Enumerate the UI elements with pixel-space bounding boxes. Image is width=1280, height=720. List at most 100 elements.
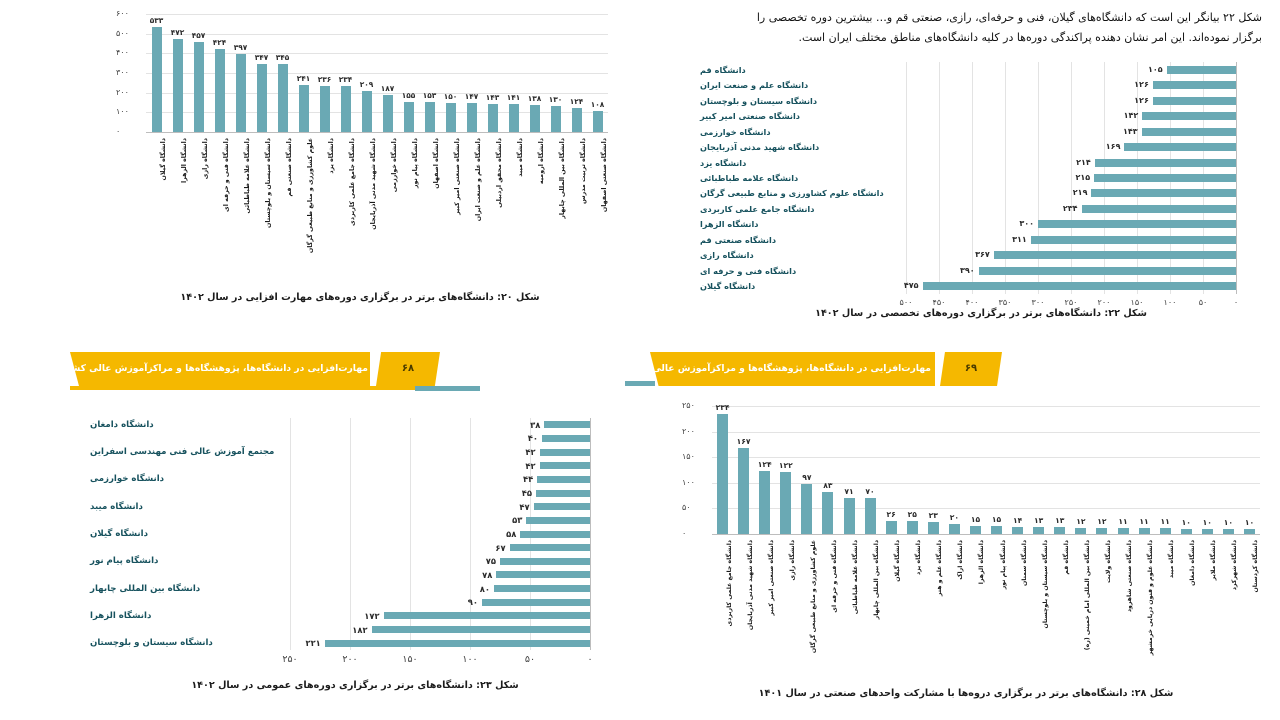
banner-underline: [70, 386, 415, 390]
bar-value-label: ۷۵: [485, 556, 496, 567]
bar-value-label: ۲۳: [928, 511, 938, 521]
bar: [1075, 527, 1087, 534]
bar-value-label: ۱۲۴: [569, 96, 584, 106]
bar: [1117, 528, 1129, 534]
bar-value-label: ۱۰۵: [1148, 64, 1163, 74]
bar-value-label: ۴۵: [521, 488, 532, 499]
y-axis-category-label: دانشگاه پیام نور: [90, 556, 159, 567]
bar-value-label: ۳۰۰: [1019, 219, 1034, 229]
bar-value-label: ۱۴۳: [1122, 126, 1138, 136]
bar: [539, 448, 590, 456]
gridline: [146, 112, 608, 114]
x-axis-line: [712, 534, 1260, 535]
x-axis-tick: ۵۰: [524, 654, 536, 665]
chart-caption: شکل ۲۸: دانشگاه‌های برتر در برگزاری دروه…: [758, 688, 1174, 699]
gridline: [1071, 62, 1072, 294]
bar: [1054, 527, 1066, 534]
bar: [256, 63, 267, 132]
x-axis-tick: ۰: [587, 654, 593, 665]
bar-value-label: ۲۰۹: [359, 79, 374, 89]
bar-value-label: ۲۱۵: [1075, 173, 1091, 182]
bar-value-label: ۷۸: [482, 569, 493, 580]
gridline: [146, 73, 608, 74]
bar: [371, 626, 590, 634]
x-axis-category-label: دانشگاه شهید مدنی آذربایجان: [369, 138, 377, 230]
figure-22-chart: ۰ ۵۰ ۱۰۰ ۱۵۰ ۲۰۰ ۲۵۰ ۳۰۰ ۳۵۰ ۴۰۰ ۴۵۰ ۵۰۰ ۱۰۵ دانشگاه…: [700, 58, 1262, 338]
bar: [533, 503, 590, 511]
y-axis-category-label: دانشگاه فنی و حرفه ای: [700, 265, 797, 276]
bar: [1152, 81, 1236, 90]
x-axis-category-label: دانشگاه علم و هنر: [936, 540, 944, 597]
bar: [319, 85, 330, 132]
bar-value-label: ۲۳۴: [1062, 203, 1078, 213]
bar-value-label: ۱۵۳: [422, 90, 437, 100]
x-axis-category-label: دانشگاه ارومیه: [537, 138, 545, 185]
bar: [993, 251, 1236, 260]
intro-line-2: برگزار نموده‌اند. این امر نشان دهنده پرا…: [798, 31, 1262, 45]
bar: [193, 42, 204, 132]
banner-title: مهارت‌افزایی در دانشگاه‌ها، پژوهشگاه‌ها …: [623, 363, 931, 374]
bar-value-label: ۲۴۱: [296, 73, 311, 83]
bar-value-label: ۱۶۹: [1105, 142, 1121, 152]
x-axis-category-label: دانشگاه علامه طباطبائی: [243, 138, 251, 214]
x-axis-category-label: دانشگاه علامه طباطبائی: [852, 540, 859, 615]
x-axis-category-label: دانشگاه رازی: [788, 540, 796, 581]
bar-value-label: ۳۶۷: [975, 250, 990, 260]
bar-value-label: ۱۴۱: [506, 93, 521, 103]
x-axis-category-label: دانشگاه گیلان: [894, 540, 902, 582]
bar: [1222, 528, 1234, 534]
bar-value-label: ۳۹۰: [959, 265, 975, 275]
bar: [466, 103, 477, 132]
y-axis-category-label: دانشگاه رازی: [700, 250, 754, 261]
x-axis-category-label: دانشگاه علم و صنعت ایران: [474, 138, 482, 222]
bar: [382, 95, 393, 132]
bar: [1094, 158, 1236, 167]
y-axis-category-label: دانشگاه گیلان: [90, 529, 148, 539]
x-axis-tick: ۲۵۰: [1064, 298, 1078, 307]
x-axis-tick: ۱۵۰: [402, 654, 418, 665]
x-axis-category-label: دانشگاه فنی و حرفه ای: [222, 138, 230, 212]
bar: [361, 90, 372, 132]
bar: [592, 110, 603, 132]
x-axis-tick: ۳۵۰: [998, 298, 1012, 307]
bar: [539, 462, 590, 470]
bar-value-label: ۱۷۲: [364, 610, 380, 621]
bar: [738, 448, 750, 534]
bar: [1180, 528, 1192, 534]
bar: [717, 414, 729, 534]
gridline: [939, 62, 940, 294]
bar: [1012, 526, 1024, 534]
gridline: [712, 457, 1260, 459]
bar: [214, 48, 225, 132]
x-axis-tick: ۴۵۰: [932, 298, 946, 307]
gridline: [712, 508, 1260, 510]
x-axis-tick: ۵۰۰: [899, 298, 913, 307]
x-axis-category-label: دانشگاه الزهرا: [180, 138, 188, 183]
bar: [277, 64, 288, 132]
bar: [991, 526, 1003, 534]
y-axis-tick: ۲۵۰: [682, 401, 695, 410]
y-axis-category-label: دانشگاه یزد: [700, 157, 747, 168]
x-axis-tick: ۱۰۰: [462, 654, 478, 665]
bar-value-label: ۵۳: [512, 515, 523, 526]
bar-value-label: ۸۰: [479, 583, 490, 594]
bar: [1243, 528, 1255, 534]
bar-value-label: ۴۷: [519, 501, 530, 512]
y-axis-tick: ۳۰۰: [116, 68, 129, 77]
figure-20-chart: ۰ ۱۰۰ ۲۰۰ ۳۰۰ ۴۰۰ ۵۰۰ ۶۰۰ ۵۳۳ دانشگاه گیلان ۴۷۲ دا…: [100, 4, 620, 314]
bar-value-label: ۱۱: [1160, 517, 1170, 527]
bar-value-label: ۱۲۶: [1134, 95, 1149, 105]
bar-value-label: ۹۰: [467, 597, 478, 608]
bar-value-label: ۴۲۴: [212, 37, 227, 47]
bar-value-label: ۱۲۶: [1134, 80, 1149, 90]
x-axis-category-label: دانشگاه بین المللی چابهار: [873, 540, 881, 620]
x-axis-category-label: دانشگاه جامع علمی کاربردی: [348, 138, 356, 226]
x-axis-category-label: دانشگاه صنعتی امیر کبیر: [453, 138, 461, 215]
bar-value-label: ۳۱۱: [1012, 234, 1027, 244]
gridline: [410, 418, 411, 650]
chart-caption: شکل ۲۳: دانشگاه‌های برتر در برگزاری دوره…: [191, 680, 519, 691]
x-axis-category-label: دانشگاه یزد: [915, 540, 923, 575]
y-axis-category-label: دانشگاه جامع علمی کاربردی: [700, 203, 815, 214]
bar: [927, 522, 939, 534]
banner-page-number: ۶۸: [401, 363, 415, 374]
